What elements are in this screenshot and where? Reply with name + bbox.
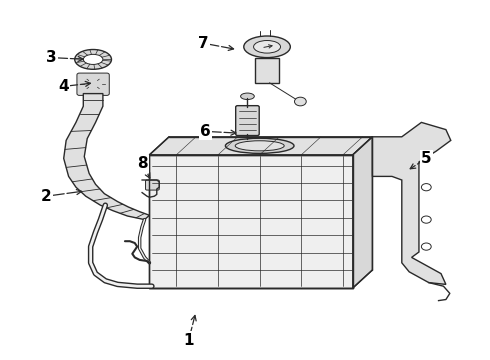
Text: 6: 6 [200, 124, 211, 139]
Text: 8: 8 [137, 156, 147, 171]
Ellipse shape [83, 54, 103, 64]
Polygon shape [149, 137, 372, 155]
Polygon shape [353, 137, 372, 288]
Ellipse shape [74, 50, 111, 69]
Ellipse shape [254, 40, 281, 53]
Circle shape [294, 97, 306, 106]
Text: 7: 7 [198, 36, 209, 51]
Polygon shape [255, 58, 279, 83]
Ellipse shape [225, 138, 294, 153]
Polygon shape [372, 122, 451, 284]
Polygon shape [64, 94, 149, 220]
FancyBboxPatch shape [146, 180, 159, 190]
Ellipse shape [241, 93, 254, 100]
Polygon shape [149, 155, 353, 288]
FancyBboxPatch shape [77, 73, 109, 95]
Text: 2: 2 [41, 189, 52, 204]
Text: 3: 3 [46, 50, 57, 65]
Text: 1: 1 [183, 333, 194, 348]
Circle shape [421, 243, 431, 250]
Ellipse shape [244, 36, 290, 58]
Circle shape [421, 151, 431, 158]
FancyBboxPatch shape [236, 106, 259, 135]
Circle shape [421, 184, 431, 191]
Text: 4: 4 [58, 79, 69, 94]
Ellipse shape [235, 141, 284, 151]
Circle shape [421, 216, 431, 223]
Text: 5: 5 [421, 151, 432, 166]
